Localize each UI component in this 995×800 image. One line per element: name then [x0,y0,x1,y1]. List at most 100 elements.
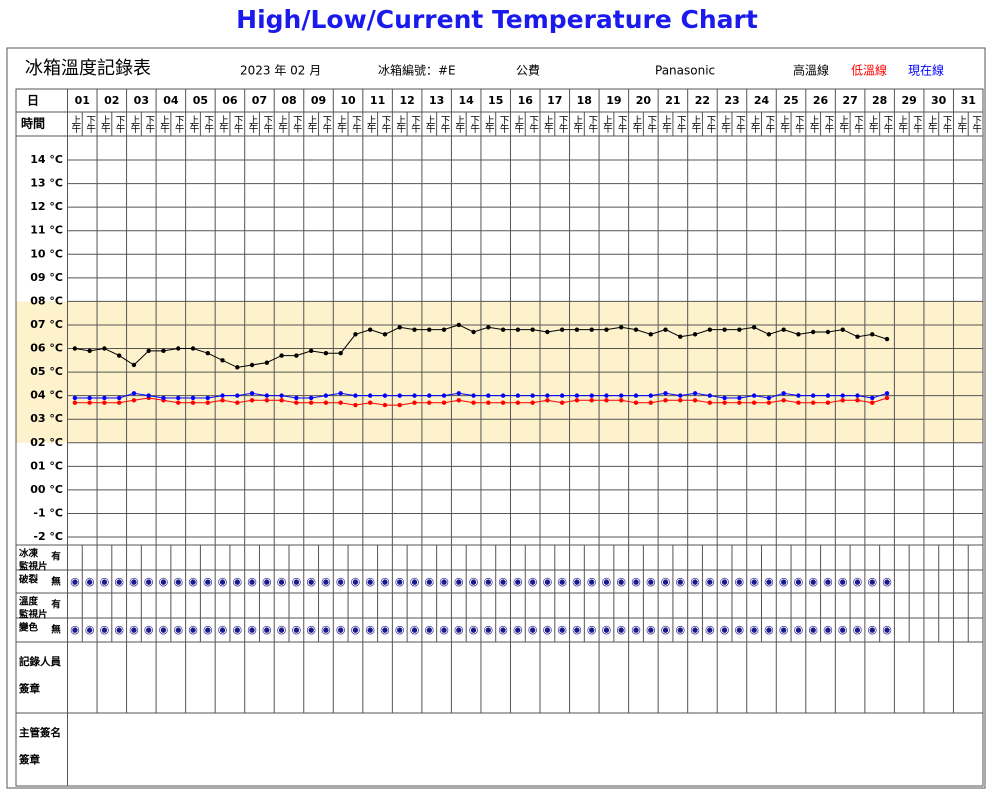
data-point [604,393,609,398]
time-label: 上午 [453,115,465,134]
time-label: 上午 [483,115,495,134]
data-point [766,395,772,401]
legend-label: 高溫線 [793,63,829,78]
time-label: 上午 [867,115,879,134]
day-label: 12 [399,94,414,107]
no-mark: ◉ [513,575,523,588]
data-point [205,400,210,405]
data-point [530,327,535,332]
day-label: 22 [695,94,710,107]
time-label: 上午 [778,115,790,134]
data-point [825,393,831,398]
day-label: 31 [961,94,976,107]
data-point [574,393,580,398]
data-point [235,393,240,398]
no-mark: ◉ [794,575,804,588]
brand: Panasonic [655,64,715,78]
no-mark: ◉ [395,575,405,588]
data-point [825,400,831,405]
day-label: 08 [281,94,296,107]
data-point [648,393,653,398]
data-point [308,400,314,405]
data-point [545,398,550,403]
no-label: 無 [51,576,61,588]
data-point [500,327,506,332]
data-point [368,327,373,332]
form-border [6,47,986,789]
y-tick-label: -2 °C [33,530,63,543]
no-mark: ◉ [838,623,848,636]
no-mark: ◉ [882,623,892,636]
time-label: 下午 [645,115,657,134]
data-point [500,400,506,405]
data-point [810,400,816,405]
data-point [737,327,742,332]
no-mark: ◉ [469,623,479,636]
data-point [72,400,78,405]
day-label: 28 [872,94,887,107]
time-label: 上午 [394,115,406,134]
series-line [74,397,888,406]
y-tick-label: -1 °C [33,506,63,519]
data-point [840,393,845,398]
data-point [441,400,447,405]
data-point [323,400,329,405]
time-label: 上午 [276,115,288,134]
no-mark: ◉ [173,623,183,636]
fridge-id: 冰箱編號：#E [378,63,456,78]
time-label: 下午 [84,115,96,134]
data-point [353,332,358,337]
data-point [604,327,609,332]
no-mark: ◉ [646,623,656,636]
data-point [131,398,137,403]
no-mark: ◉ [808,623,818,636]
data-point [102,395,107,401]
data-point [176,346,181,351]
day-label: 23 [724,94,739,107]
data-point [397,402,402,408]
no-mark: ◉ [484,623,494,636]
day-label: 13 [429,94,444,107]
time-label: 上午 [188,115,200,134]
y-tick-label: 07 °C [30,318,63,331]
data-point [692,398,698,403]
no-mark: ◉ [233,623,243,636]
data-point [116,353,122,358]
data-point [737,395,742,401]
data-point [441,327,447,332]
no-mark: ◉ [528,575,538,588]
data-point [840,398,845,403]
time-label: 下午 [173,115,185,134]
no-mark: ◉ [587,575,597,588]
data-point [249,398,255,403]
y-tick-label: 04 °C [30,389,63,402]
no-mark: ◉ [853,623,863,636]
data-point [574,398,580,403]
data-point [766,332,772,337]
no-mark: ◉ [203,623,213,636]
data-point [781,391,786,396]
day-label: 04 [163,94,179,107]
no-mark: ◉ [203,575,213,588]
time-label: 下午 [527,115,539,134]
no-mark: ◉ [661,575,671,588]
time-label: 下午 [439,115,451,134]
no-mark: ◉ [735,575,745,588]
indicator-label: 變色 [18,622,39,634]
time-label: 下午 [852,115,864,134]
data-point [441,393,447,398]
data-point [663,391,668,396]
data-point [884,395,890,401]
data-point [471,329,476,335]
data-point [220,358,225,363]
data-point [338,351,343,356]
day-label: 17 [547,94,562,107]
time-label: 下午 [114,115,126,134]
no-mark: ◉ [690,575,700,588]
day-label: 02 [104,94,119,107]
no-mark: ◉ [365,623,375,636]
table-border [15,88,984,787]
day-label: 03 [134,94,149,107]
data-point [116,400,122,405]
